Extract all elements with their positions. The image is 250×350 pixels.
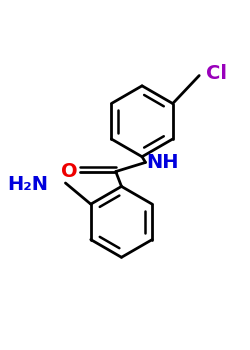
Text: Cl: Cl <box>206 64 227 83</box>
Text: NH: NH <box>146 153 179 172</box>
Text: O: O <box>62 162 78 181</box>
Text: H₂N: H₂N <box>7 175 48 194</box>
